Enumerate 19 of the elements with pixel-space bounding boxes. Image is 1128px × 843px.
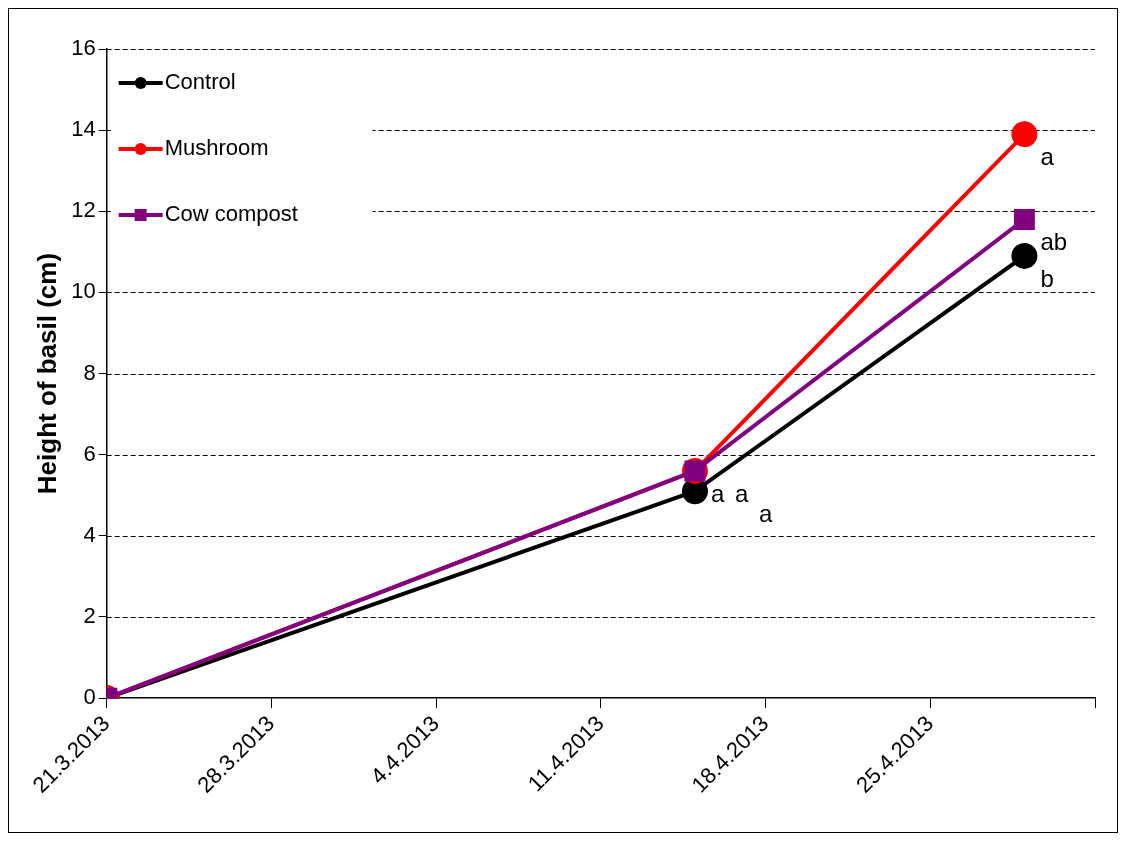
legend-label: Mushroom [164,135,269,161]
y-tick-label: 16 [71,35,96,61]
y-tick-label: 8 [83,359,96,385]
y-tick-label: 0 [83,684,96,710]
y-tick-label: 14 [71,116,96,142]
y-tick-label: 12 [71,197,96,223]
annotation: a [710,479,725,507]
y-tick-label: 6 [83,440,96,466]
annotation: a [1040,142,1055,170]
y-axis-title: Height of basil (cm) [31,252,62,495]
legend-label: Control [164,69,236,95]
y-tick-label: 2 [83,603,96,629]
annotation: a [734,479,749,507]
legend-label: Cow compost [164,201,298,227]
annotation: ab [1040,228,1068,256]
annotation: a [758,499,773,527]
y-tick-label: 4 [83,521,96,547]
annotation: b [1040,264,1054,292]
y-tick-label: 10 [71,278,96,304]
